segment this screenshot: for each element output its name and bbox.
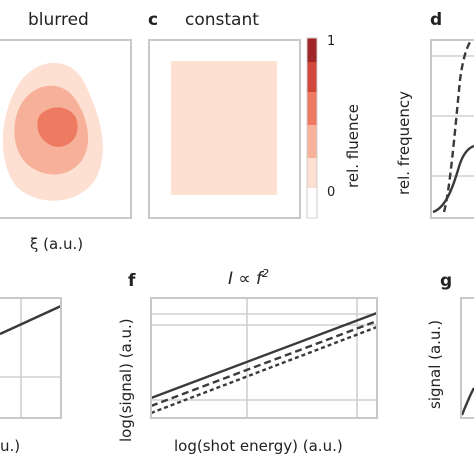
panel-f-title-exponent: 2 [262, 267, 269, 280]
panel-d-series-dashed [442, 40, 474, 213]
panel-f-letter: f [128, 271, 136, 291]
panel-g-ylabel: signal (a.u.) [426, 320, 444, 409]
panel-d-ylabel: rel. frequency [395, 91, 413, 195]
panel-b-xlabel: ξ (a.u.) [30, 235, 83, 253]
colorbar-segment-5 [307, 38, 317, 62]
panel-f-title-text: I ∝ f [228, 269, 265, 289]
panel-d: d rel. frequency [395, 10, 474, 219]
panel-g-series [460, 387, 474, 416]
colorbar-segment-2 [307, 125, 317, 158]
panel-f-series-dotted [151, 325, 377, 415]
colorbar-segment-0 [307, 188, 317, 218]
colorbar-frame [306, 37, 318, 219]
panel-b-title: blurred [28, 10, 89, 30]
colorbar-tick-min: 0 [327, 185, 335, 200]
colorbar-segment-1 [307, 158, 317, 188]
panel-b-heatmap [2, 62, 103, 201]
panel-b: blurred ξ (a.u.) [0, 10, 132, 253]
panel-f-frame [150, 297, 378, 419]
panel-f-series-solid [151, 311, 377, 400]
blurred-level-3 [37, 107, 78, 147]
panel-f-xlabel: log(shot energy) (a.u.) [174, 437, 343, 455]
panel-f: f I ∝ f2 log(signal) (a.u.) log(shot ene… [117, 267, 378, 455]
constant-fluence-square [171, 61, 277, 195]
panel-d-letter: d [430, 10, 442, 30]
panel-e-plot [0, 298, 61, 418]
panel-f-plot [151, 298, 377, 418]
panel-g-frame [460, 297, 474, 419]
panel-g: g signal (a.u.) [426, 271, 474, 419]
panel-e-series [0, 304, 61, 336]
panel-d-plot [431, 40, 474, 214]
panel-d-frame [430, 39, 474, 219]
panel-c-title: constant [185, 10, 259, 30]
panel-c-letter: c [148, 10, 158, 30]
panel-e: u.) [0, 297, 62, 455]
panel-g-letter: g [440, 271, 452, 291]
colorbar-segment-4 [307, 62, 317, 92]
colorbar-label: rel. fluence [344, 104, 362, 188]
colorbar-segment-3 [307, 92, 317, 125]
panel-f-title: I ∝ f2 [228, 267, 269, 289]
panel-c-frame [148, 39, 301, 219]
panel-b-frame [0, 39, 132, 219]
panel-f-series-dashed [151, 319, 377, 408]
panel-c: c constant [148, 10, 301, 219]
panel-f-ylabel: log(signal) (a.u.) [117, 318, 135, 442]
panel-e-xlabel: u.) [0, 437, 20, 455]
panel-e-frame [0, 297, 62, 419]
colorbar: 1 0 rel. fluence [306, 34, 362, 219]
colorbar-tick-max: 1 [327, 34, 335, 49]
panel-d-series-solid [432, 144, 474, 214]
